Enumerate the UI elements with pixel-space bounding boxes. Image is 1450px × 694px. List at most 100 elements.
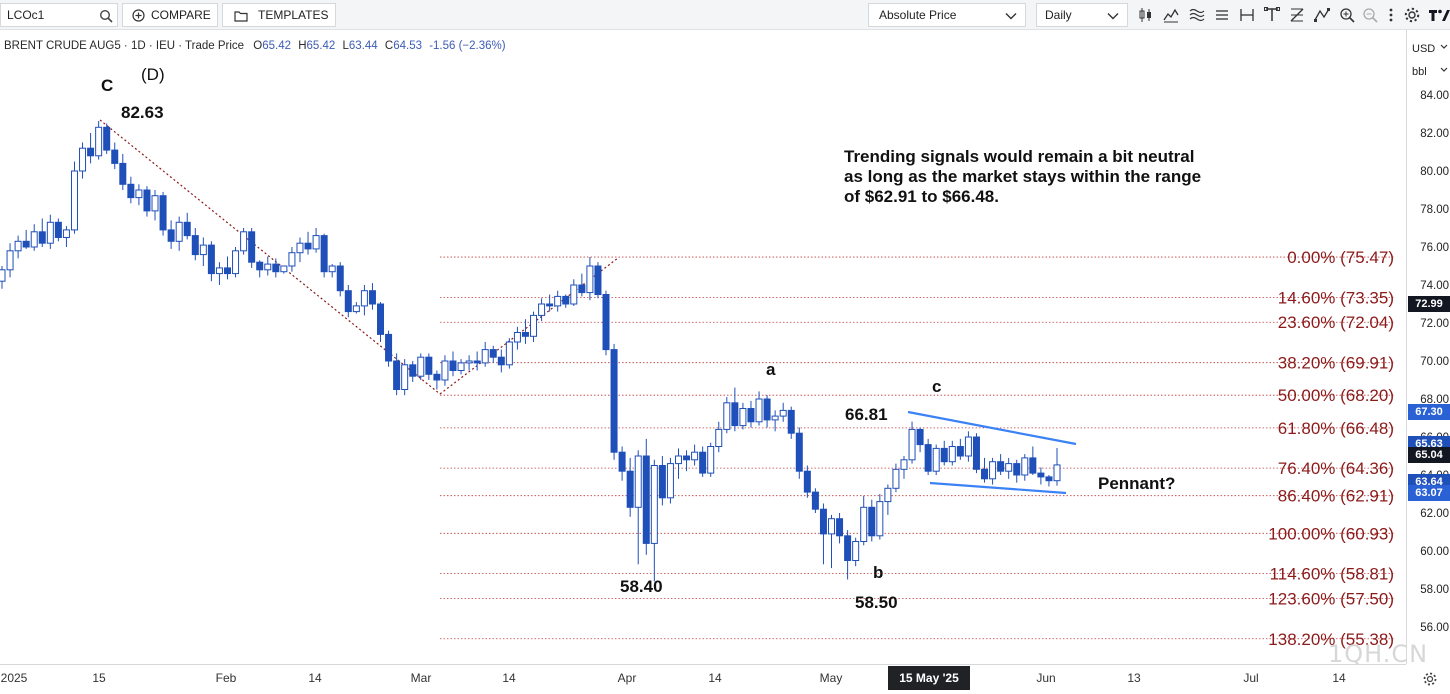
price-tick: 68.00 xyxy=(1420,394,1449,406)
templates-label: TEMPLATES xyxy=(258,8,329,22)
price-tick: 60.00 xyxy=(1420,546,1449,558)
candle-up xyxy=(175,221,183,242)
add-circle-icon xyxy=(132,9,145,22)
folder-icon xyxy=(234,11,248,22)
candle-up xyxy=(650,465,658,544)
interval-select[interactable]: Daily xyxy=(1036,3,1128,27)
zoom-in-icon[interactable] xyxy=(1338,6,1356,24)
indicators-icon[interactable] xyxy=(1162,6,1180,24)
studies-icon[interactable] xyxy=(1188,6,1206,24)
candle-up xyxy=(513,332,521,343)
candle-up xyxy=(828,518,836,535)
price-tag: 67.30 xyxy=(1408,404,1450,421)
candle-down xyxy=(868,506,876,537)
candle-up xyxy=(666,463,674,499)
candle-up xyxy=(674,455,682,465)
fibonacci-tool-icon[interactable] xyxy=(1288,6,1306,24)
candle-up xyxy=(481,349,489,364)
candle-up xyxy=(691,451,699,461)
settings-gear-icon[interactable] xyxy=(1403,6,1421,24)
candle-up xyxy=(280,265,288,273)
candle-down xyxy=(103,126,111,151)
price-tick: 72.00 xyxy=(1420,318,1449,330)
candle-down xyxy=(385,333,393,362)
templates-button[interactable]: TEMPLATES xyxy=(222,3,336,27)
price-ticks: 84.00 82.00 80.00 78.00 76.00 74.00 72.00 70.00… xyxy=(1420,90,1449,634)
candle-down xyxy=(699,451,707,474)
candlestick-chart-icon[interactable] xyxy=(1137,6,1155,24)
candle-down xyxy=(916,428,924,446)
symbol-search-input[interactable]: LCOc1 xyxy=(0,3,118,27)
price-axis[interactable]: USD bbl 84.00 82.00 80.00 78.00 76.00 74.00 72… xyxy=(1406,30,1450,664)
candle-up xyxy=(6,250,14,271)
fib-level-label: 50.00% (68.20) xyxy=(1278,386,1394,405)
candle-down xyxy=(489,349,497,358)
pennant-upper-line xyxy=(907,410,1077,446)
candle-down xyxy=(787,409,795,434)
candle-down xyxy=(981,468,989,480)
candle-down xyxy=(956,446,964,457)
candle-up xyxy=(312,235,320,250)
fib-level-label: 123.60% (57.50) xyxy=(1268,590,1394,609)
candle-down xyxy=(38,231,46,244)
price-tick: 76.00 xyxy=(1420,242,1449,254)
candle-up xyxy=(30,231,38,248)
axis-settings-gear-icon[interactable] xyxy=(1422,671,1438,687)
pattern-tool-icon[interactable] xyxy=(1313,6,1331,24)
candle-down xyxy=(562,295,570,305)
candle-down xyxy=(997,461,1005,472)
time-tick: 14 xyxy=(708,671,722,685)
candle-up xyxy=(95,126,103,157)
crosshair-tool-icon[interactable] xyxy=(1238,6,1256,24)
candle-up xyxy=(240,231,248,252)
price-type-value: Absolute Price xyxy=(879,8,957,22)
candle-up xyxy=(779,409,787,417)
candle-up xyxy=(586,265,594,294)
interval-value: Daily xyxy=(1045,8,1072,22)
candle-down xyxy=(248,231,256,263)
candle-up xyxy=(908,428,916,461)
time-tick: 14 xyxy=(308,671,322,685)
time-tick: 14 xyxy=(502,671,516,685)
price-tick: 70.00 xyxy=(1420,356,1449,368)
candle-down xyxy=(54,221,62,239)
candle-up xyxy=(457,362,465,371)
candle-down xyxy=(747,408,755,423)
horizontal-lines-icon[interactable] xyxy=(1213,6,1231,24)
price-tick: 80.00 xyxy=(1420,166,1449,178)
price-tag: 72.99 xyxy=(1408,296,1450,313)
candle-down xyxy=(626,470,634,508)
candle-up xyxy=(1021,457,1029,476)
low-label: L xyxy=(342,40,349,52)
wave-d-label: (D) xyxy=(141,65,165,84)
price-tick: 56.00 xyxy=(1420,622,1449,634)
zoom-out-icon[interactable] xyxy=(1361,6,1379,24)
wave-c-upper-label: C xyxy=(101,76,113,95)
candle-down xyxy=(924,444,932,472)
compare-button[interactable]: COMPARE xyxy=(122,3,218,27)
tradingview-logo-icon[interactable] xyxy=(1428,6,1450,24)
candle-down xyxy=(642,455,650,544)
candle-down xyxy=(272,263,280,273)
candle-up xyxy=(465,360,473,364)
symbol-label: LCOc1 xyxy=(7,8,45,22)
price-chart[interactable]: 0.00% (75.47) 14.60% (73.35) 23.60% (72.04… xyxy=(0,30,1406,664)
text-tool-icon[interactable] xyxy=(1263,6,1281,24)
price-tick: 78.00 xyxy=(1420,204,1449,216)
price-tag: 65.04 xyxy=(1408,447,1450,464)
more-options-icon[interactable] xyxy=(1382,6,1400,24)
candle-up xyxy=(296,242,304,254)
candle-down xyxy=(844,535,852,561)
price-type-select[interactable]: Absolute Price xyxy=(868,3,1026,27)
candle-down xyxy=(819,508,827,535)
trend-lines xyxy=(99,119,619,395)
candle-down xyxy=(433,373,441,381)
candle-up xyxy=(634,455,642,508)
candle-down xyxy=(1029,457,1037,474)
candle-up xyxy=(360,290,368,307)
candle-down xyxy=(111,149,119,164)
candle-down xyxy=(795,432,803,472)
time-tick: Feb xyxy=(215,671,237,685)
candle-up xyxy=(70,170,78,231)
time-axis[interactable] xyxy=(0,664,1406,694)
